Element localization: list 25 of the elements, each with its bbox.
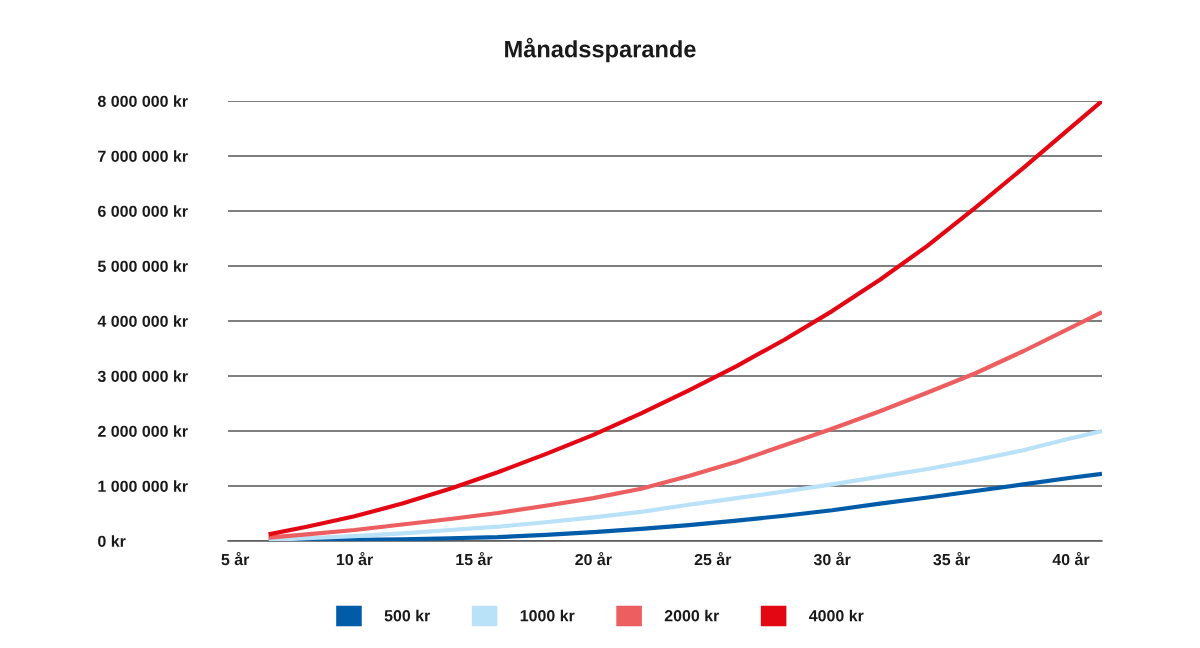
line-series — [266, 310, 1102, 540]
x-tick-label: 25 år — [694, 551, 732, 566]
x-tick-label: 35 år — [933, 551, 970, 566]
y-tick-label: 7 000 000 kr — [98, 150, 188, 162]
x-tick-label: 40 år — [1052, 551, 1090, 566]
y-tick-label: 2 000 000 kr — [98, 425, 188, 437]
chart-title: Månadssparande — [505, 37, 696, 63]
y-tick-label: 6 000 000 kr — [98, 205, 188, 217]
legend-label: 2000 kr — [664, 609, 720, 622]
y-tick-label: 3 000 000 kr — [97, 370, 188, 382]
x-tick-label: 30 år — [813, 551, 851, 566]
line-series — [266, 428, 1102, 541]
y-tick-label: 8 000 000 kr — [97, 95, 188, 107]
y-tick-label: 1 000 000 kr — [98, 480, 188, 492]
legend-label: 4000 kr — [808, 609, 864, 622]
legend-label: 1000 kr — [520, 609, 575, 622]
y-tick-label: 0 kr — [98, 535, 126, 547]
x-tick-label: 20 år — [575, 551, 612, 566]
x-tick-label: 15 år — [456, 551, 493, 566]
legend-label: 500 kr — [384, 609, 431, 622]
y-tick-label: 4 000 000 kr — [97, 315, 188, 327]
x-tick-label: 10 år — [336, 551, 373, 566]
x-tick-label: 5 år — [221, 551, 250, 566]
line-series — [266, 101, 1102, 537]
y-tick-label: 5 000 000 kr — [97, 260, 188, 272]
